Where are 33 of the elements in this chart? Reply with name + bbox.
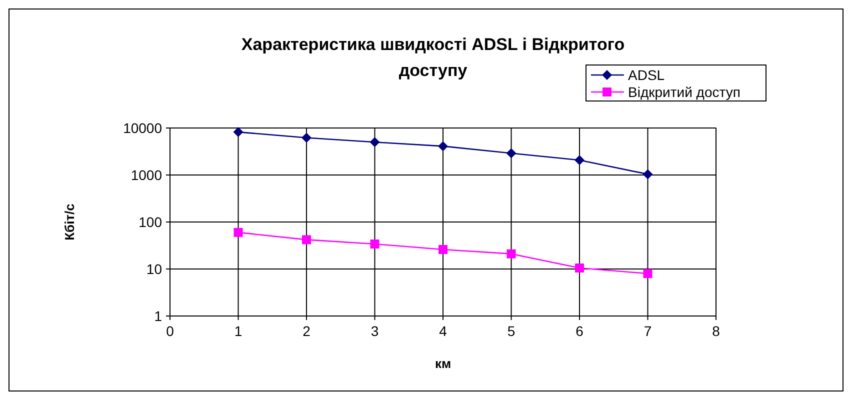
y-tick-label: 100 [138, 214, 162, 230]
x-tick-label: 1 [234, 323, 242, 339]
point [575, 264, 584, 273]
point [370, 240, 380, 249]
y-tick-label: 1000 [130, 167, 162, 183]
point [438, 141, 448, 152]
y-axis-title: Кбіт/с [62, 204, 77, 240]
point [643, 269, 652, 278]
point [302, 132, 312, 143]
point [370, 137, 380, 148]
point [302, 235, 311, 244]
x-axis-title: км [434, 356, 452, 371]
x-tick-label: 0 [166, 323, 174, 339]
x-tick-label: 8 [712, 323, 720, 339]
point [574, 155, 584, 166]
x-tick-label: 4 [439, 323, 448, 339]
point [233, 127, 244, 138]
x-tick-label: 3 [370, 323, 379, 339]
legend-label: Відкритий доступ [628, 84, 740, 100]
chart-title: Характеристика швидкості ADSL і Відкритого доступу [241, 35, 625, 80]
y-tick-label: 10000 [123, 120, 162, 136]
point [506, 249, 516, 258]
legend-label: ADSL [628, 67, 665, 83]
x-tick-label: 5 [507, 323, 516, 339]
point [642, 169, 653, 180]
point [506, 148, 516, 158]
x-tick-label: 7 [644, 323, 652, 339]
x-tick-label: 2 [302, 323, 311, 339]
y-tick-label: 10 [146, 261, 162, 277]
point [234, 228, 243, 237]
x-tick-label: 6 [576, 323, 584, 339]
point [438, 244, 448, 254]
y-tick-label: 1 [154, 308, 162, 324]
